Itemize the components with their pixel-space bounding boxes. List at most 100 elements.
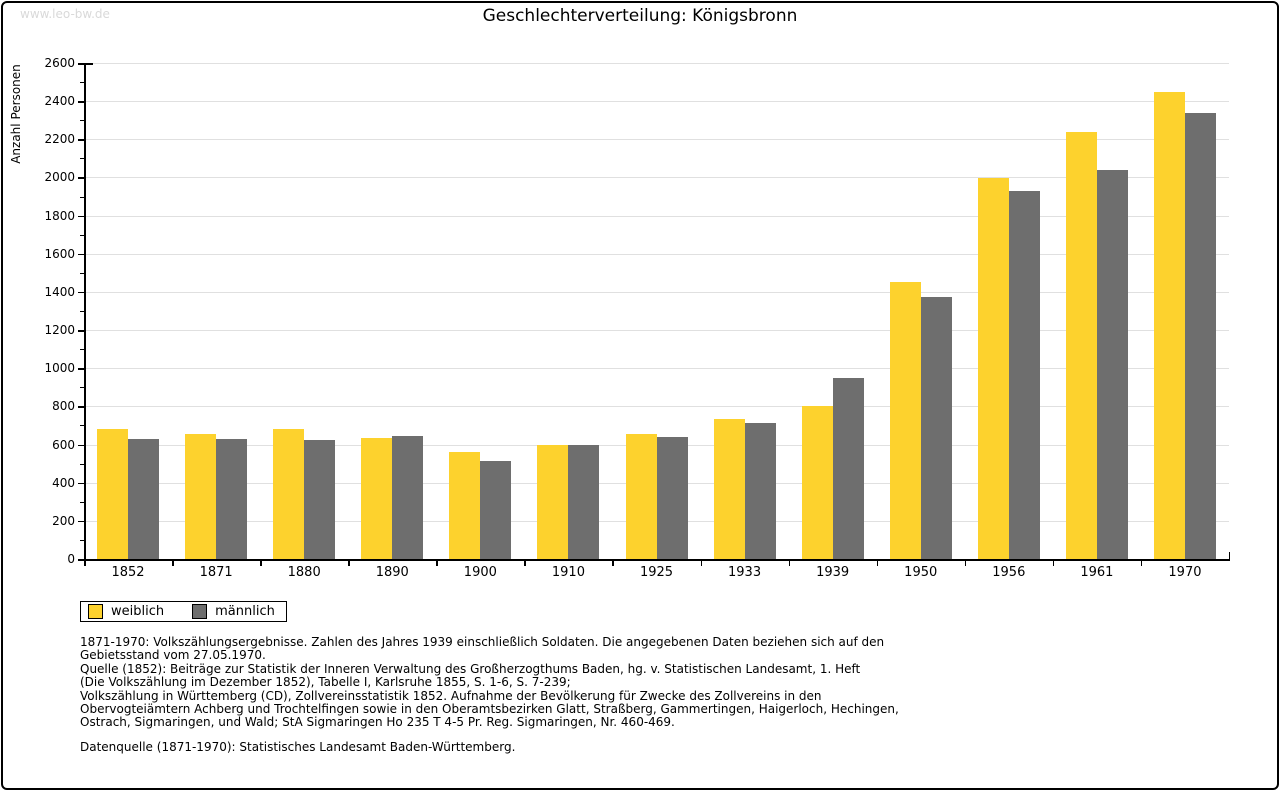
y-gridline <box>85 253 1229 255</box>
y-major-tick <box>78 520 84 523</box>
bar-weiblich-1933 <box>713 418 745 559</box>
y-tick-label: 600 <box>52 437 75 452</box>
bar-maennlich-1939 <box>832 377 864 559</box>
bar-maennlich-1890 <box>392 435 424 559</box>
x-tick-label-1950: 1950 <box>904 565 938 580</box>
y-major-tick <box>78 406 84 408</box>
y-major-tick <box>78 482 84 485</box>
bar-weiblich-1956 <box>977 178 1009 559</box>
y-minor-tick <box>80 539 84 541</box>
x-axis-line <box>84 559 1230 561</box>
x-tick <box>84 560 86 566</box>
x-tick-label-1933: 1933 <box>728 565 762 580</box>
y-minor-tick <box>80 463 84 465</box>
x-tick-label-1961: 1961 <box>1080 565 1114 580</box>
note-line: (Die Volkszählung im Dezember 1852), Tab… <box>80 675 571 690</box>
y-axis-line <box>84 63 86 560</box>
y-major-tick <box>78 330 84 332</box>
watermark: www.leo-bw.de <box>20 7 110 21</box>
y-minor-tick <box>80 196 84 198</box>
y-minor-tick <box>80 387 84 389</box>
note-line: 1871-1970: Volkszählungsergebnisse. Zahl… <box>80 635 885 649</box>
bar-weiblich-1852 <box>97 429 129 559</box>
bar-maennlich-1933 <box>744 422 776 559</box>
y-major-tick <box>78 215 84 218</box>
note-line: Gebietsstand vom 27.05.1970. <box>80 648 266 663</box>
y-major-tick <box>78 63 84 65</box>
x-tick <box>524 560 526 566</box>
y-tick-label: 2000 <box>44 170 75 185</box>
y-minor-tick <box>80 120 84 122</box>
bar-maennlich-1961 <box>1096 169 1128 559</box>
bar-weiblich-1961 <box>1065 131 1097 559</box>
x-tick-label-1925: 1925 <box>639 565 674 580</box>
note-line: Quelle (1852): Beiträge zur Statistik de… <box>80 661 861 676</box>
x-tick <box>436 560 438 566</box>
x-tick-label-1900: 1900 <box>463 565 497 580</box>
y-gridline <box>85 330 1229 332</box>
bar-weiblich-1925 <box>625 434 657 559</box>
y-major-tick <box>78 101 84 103</box>
x-tick-label-1852: 1852 <box>111 565 145 580</box>
footnotes: 1871-1970: Volkszählungsergebnisse. Zahl… <box>80 635 899 730</box>
bar-maennlich-1925 <box>656 436 688 559</box>
y-tick-label: 200 <box>52 513 75 528</box>
y-tick-label: 2200 <box>44 132 75 147</box>
bar-weiblich-1890 <box>361 437 393 559</box>
y-minor-tick <box>80 311 84 312</box>
note-line: Ostrach, Sigmaringen, und Wald; StA Sigm… <box>80 715 675 730</box>
y-tick-label: 400 <box>52 475 75 490</box>
y-major-tick <box>78 291 84 294</box>
bar-weiblich-1939 <box>801 406 833 559</box>
y-minor-tick <box>80 158 84 160</box>
x-tick <box>700 560 703 566</box>
x-tick <box>876 560 879 566</box>
x-tick-label-1910: 1910 <box>551 565 585 580</box>
y-gridline <box>85 406 1229 408</box>
bar-maennlich-1956 <box>1008 190 1040 559</box>
data-source-line: Datenquelle (1871-1970): Statistisches L… <box>80 740 516 754</box>
bar-maennlich-1910 <box>568 445 600 559</box>
bar-maennlich-1852 <box>128 438 160 559</box>
note-line: Volkszählung in Württemberg (CD), Zollve… <box>80 688 822 703</box>
note-line: Obervogteiämtern Achberg und Trochtelfin… <box>80 701 899 716</box>
y-minor-tick <box>80 501 84 503</box>
y-major-tick <box>78 139 84 141</box>
legend-label-maennlich: männlich <box>215 604 275 619</box>
y-major-tick <box>78 559 84 561</box>
y-minor-tick <box>80 234 84 236</box>
bar-weiblich-1880 <box>273 429 305 559</box>
y-tick-label: 1600 <box>44 246 75 261</box>
x-tick-label-1880: 1880 <box>287 565 321 580</box>
y-major-tick <box>78 253 84 256</box>
bar-maennlich-1950 <box>920 296 952 559</box>
bar-weiblich-1970 <box>1153 91 1185 559</box>
bar-weiblich-1910 <box>537 444 569 559</box>
x-tick <box>260 560 262 566</box>
x-tick-label-1890: 1890 <box>375 565 409 580</box>
y-major-tick <box>78 368 84 370</box>
y-gridline <box>85 101 1229 103</box>
legend-swatch-weiblich <box>88 604 103 619</box>
x-tick <box>1140 560 1143 566</box>
y-minor-tick <box>80 272 84 274</box>
y-major-tick <box>78 177 84 179</box>
legend-swatch-maennlich <box>192 604 208 619</box>
bar-maennlich-1970 <box>1184 112 1216 559</box>
y-tick-label: 1800 <box>44 208 75 223</box>
y-gridline <box>85 368 1229 370</box>
y-tick-label: 0 <box>67 552 75 566</box>
y-minor-tick <box>80 82 84 84</box>
legend: weiblich männlich <box>80 601 287 622</box>
x-tick <box>1052 560 1055 566</box>
y-minor-tick <box>80 425 84 427</box>
x-tick <box>964 560 967 566</box>
x-tick-label-1956: 1956 <box>992 565 1026 580</box>
bar-maennlich-1880 <box>304 439 336 559</box>
y-tick-label: 1400 <box>44 284 75 299</box>
y-axis-top-cap <box>84 63 93 65</box>
bar-weiblich-1950 <box>889 282 921 559</box>
x-tick-label-1939: 1939 <box>816 565 850 580</box>
y-tick-label: 2600 <box>44 56 75 70</box>
